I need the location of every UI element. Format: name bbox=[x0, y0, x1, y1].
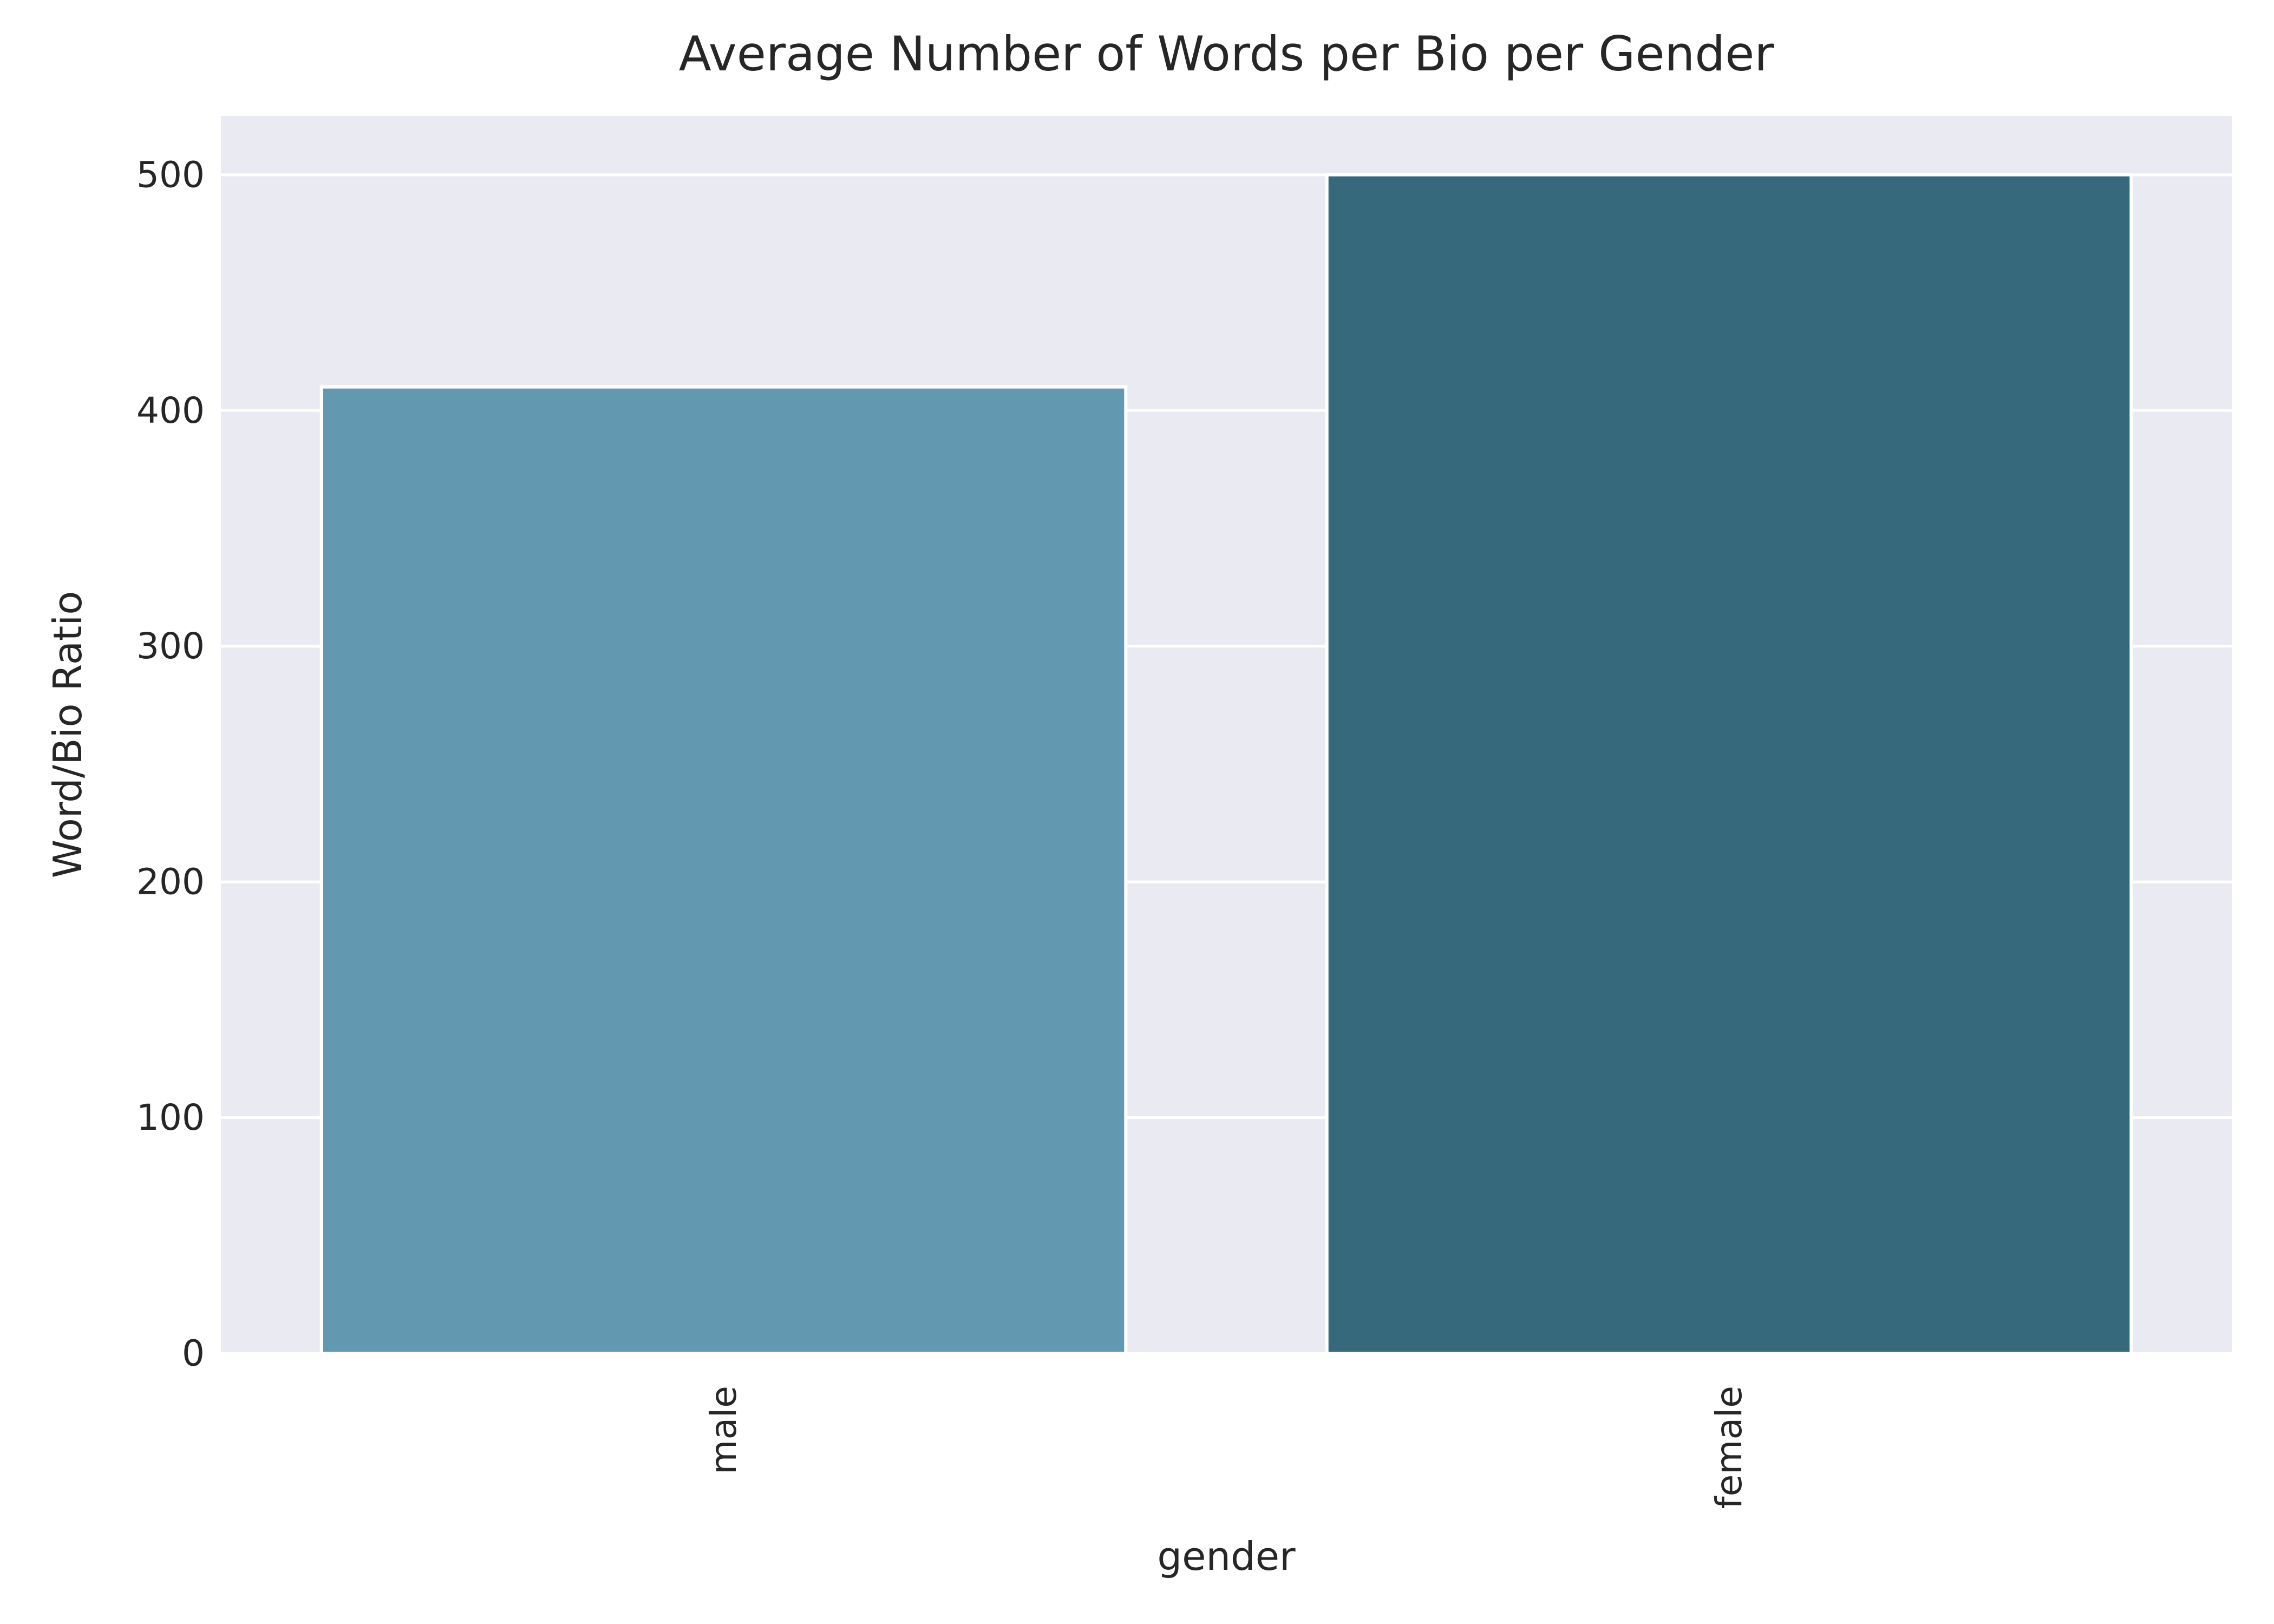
x-tick-labels: male female bbox=[703, 1386, 1750, 1509]
y-tick-label: 300 bbox=[136, 625, 205, 667]
y-axis-label: Word/Bio Ratio bbox=[45, 591, 90, 879]
y-tick-label: 200 bbox=[136, 861, 205, 903]
y-tick-labels: 0 100 200 300 400 500 bbox=[136, 154, 205, 1374]
x-tick-label-female: female bbox=[1708, 1386, 1750, 1509]
y-tick-label: 100 bbox=[136, 1097, 205, 1138]
bars bbox=[319, 173, 2133, 1355]
y-tick-label: 500 bbox=[136, 154, 205, 195]
y-tick-label: 400 bbox=[136, 390, 205, 431]
bar-male bbox=[319, 385, 1128, 1355]
bar-female bbox=[1325, 173, 2133, 1355]
x-axis-label: gender bbox=[1157, 1534, 1296, 1579]
x-tick-label-male: male bbox=[703, 1386, 744, 1475]
y-tick-label: 0 bbox=[182, 1333, 205, 1374]
chart-title: Average Number of Words per Bio per Gend… bbox=[679, 26, 1775, 82]
